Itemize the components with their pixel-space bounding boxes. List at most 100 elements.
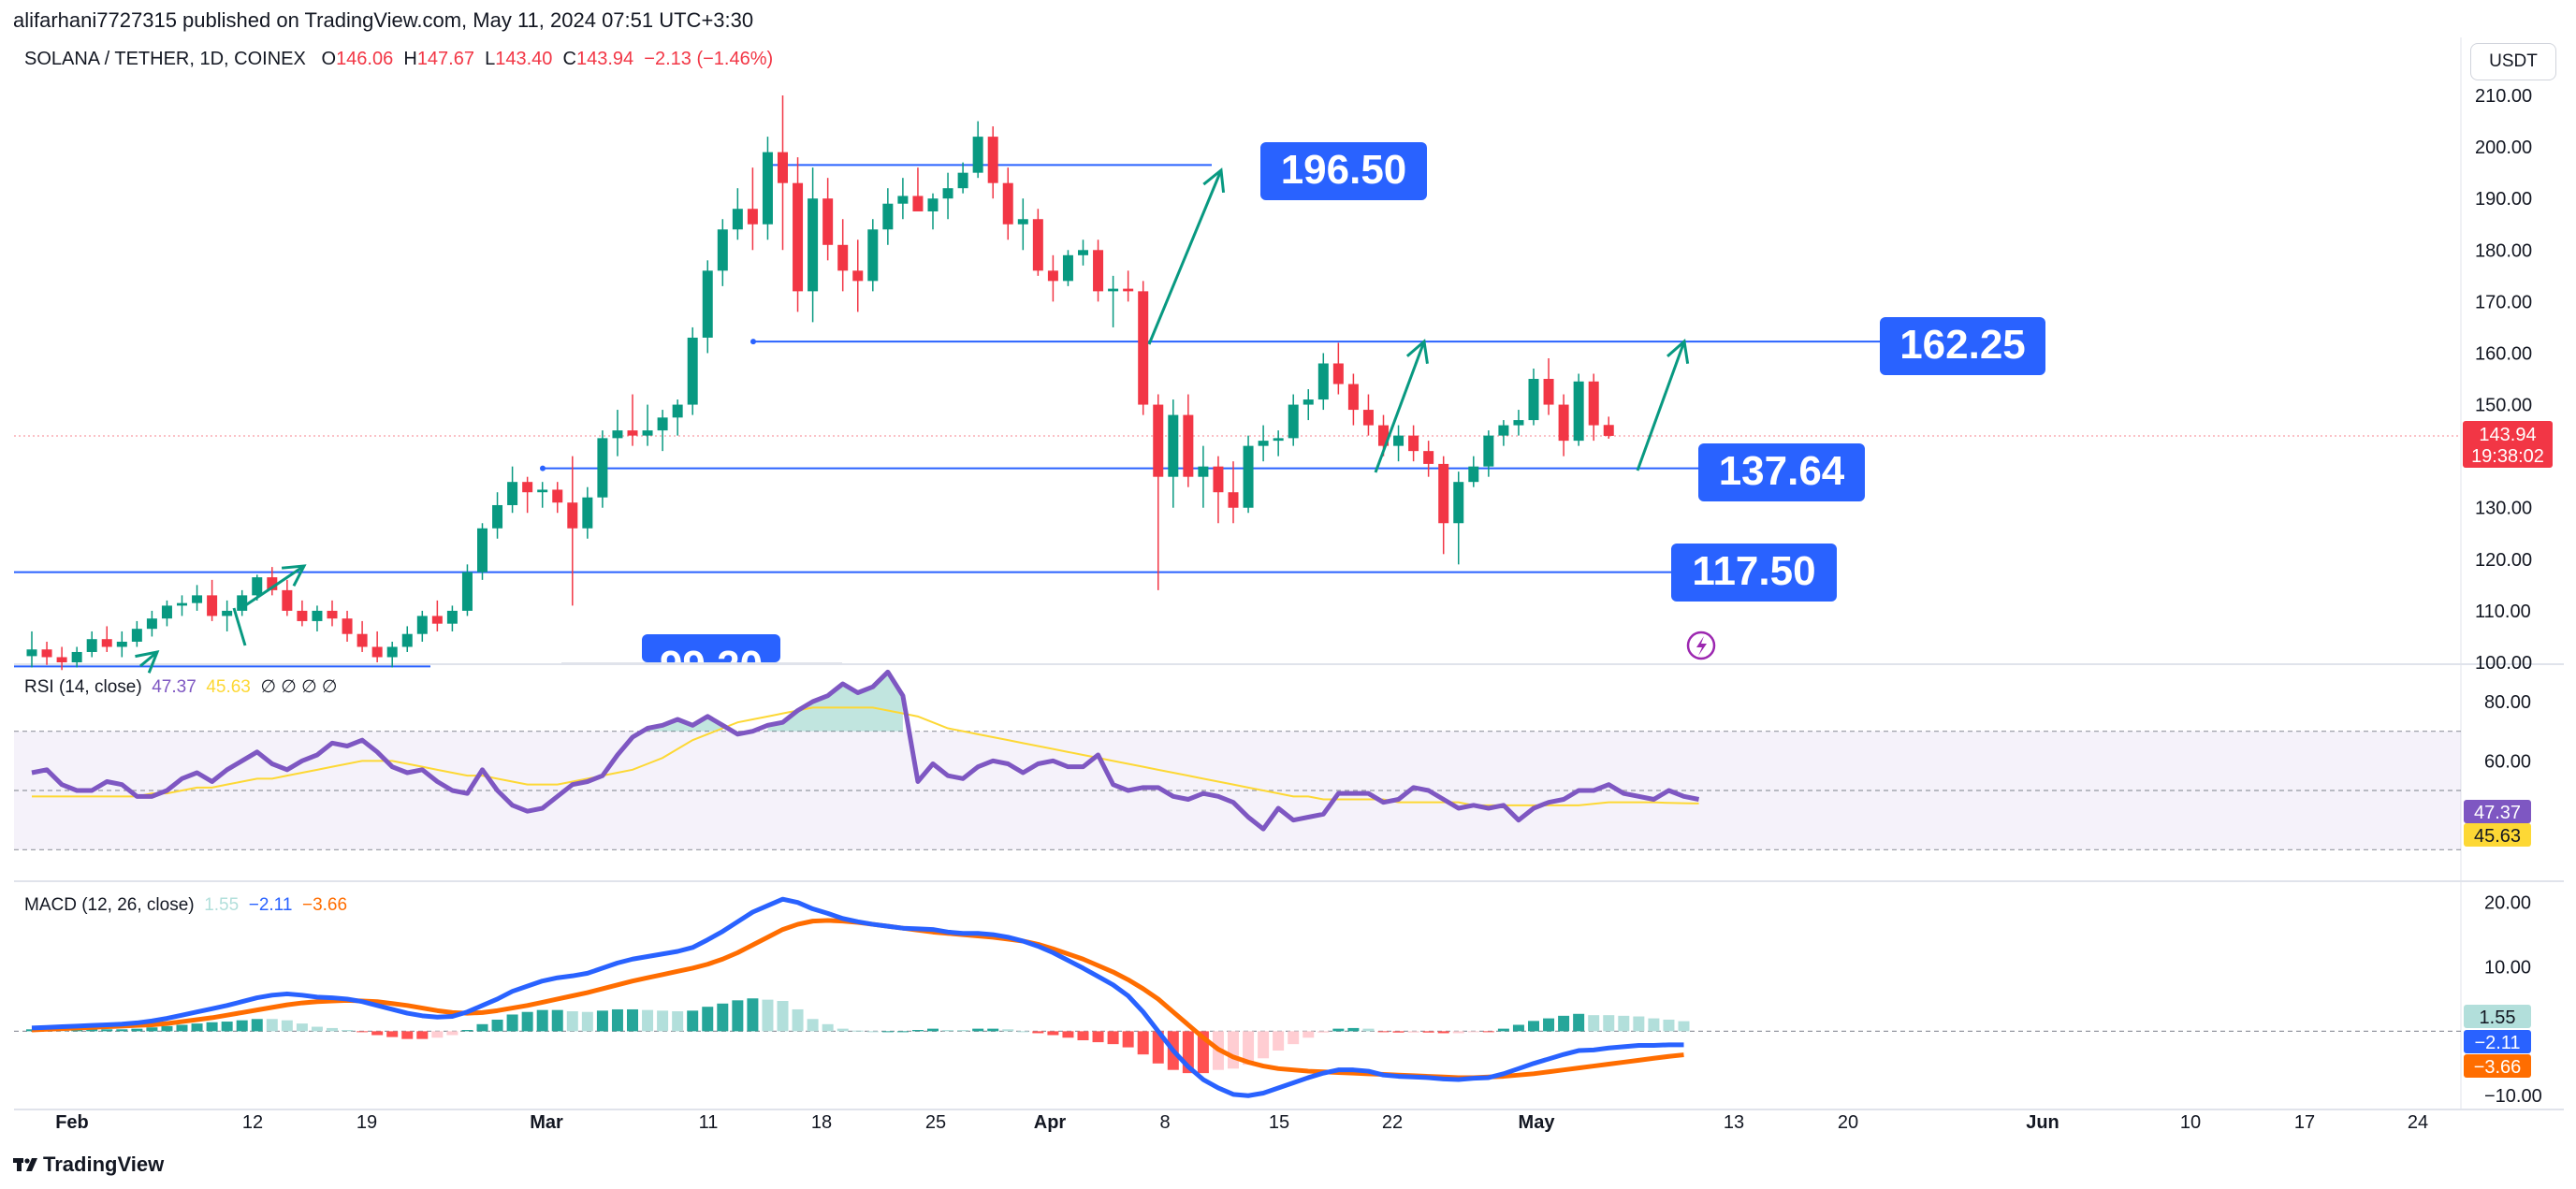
macd-histogram-bar (266, 1019, 278, 1032)
level-label-text: 196.50 (1281, 147, 1407, 193)
rsi-value-badge (2464, 800, 2531, 823)
candle-body (657, 417, 668, 431)
level-anchor (750, 339, 756, 345)
macd-histogram-bar (807, 1019, 819, 1032)
macd-value-badge (2464, 1054, 2531, 1078)
candle-body (1558, 404, 1569, 442)
rsi-ma-line (32, 706, 1699, 806)
macd-histogram-bar (762, 999, 774, 1032)
candle-body (161, 605, 172, 619)
macd-histogram-bar (296, 1023, 308, 1032)
macd-histogram-bar (446, 1031, 458, 1036)
candle-body (567, 502, 578, 529)
price-tick-label: 210.00 (2475, 86, 2532, 107)
price-tick-label: 200.00 (2475, 138, 2532, 158)
candle-body (778, 152, 788, 183)
level-anchor (540, 465, 546, 471)
macd-histogram-bar (357, 1031, 369, 1033)
macd-histogram-bar (1317, 1031, 1330, 1033)
macd-histogram-bar (1573, 1013, 1585, 1032)
candle-body (252, 577, 263, 596)
candle-body (1123, 288, 1134, 292)
macd-histogram-bar (1482, 1031, 1494, 1033)
candle-body (371, 646, 383, 658)
macd-histogram-bar (236, 1020, 248, 1032)
candle-body (41, 649, 52, 658)
macd-histogram-bar (1288, 1031, 1300, 1045)
rsi-overbought-fill (767, 672, 903, 732)
candle-body (597, 438, 608, 498)
candle-body (297, 610, 308, 621)
macd-histogram-bar (642, 1009, 654, 1032)
macd-line-value: −2.11 (248, 895, 293, 915)
macd-histogram-bar (506, 1014, 518, 1032)
trend-arrow-head (1666, 339, 1690, 364)
macd-histogram-bar (702, 1007, 714, 1032)
candle-body (672, 404, 683, 418)
macd-histogram-bar (327, 1027, 338, 1032)
macd-histogram-bar (927, 1028, 939, 1032)
candle-body (687, 337, 698, 405)
candle-body (446, 610, 458, 624)
candle-body (1183, 414, 1194, 477)
candle-body (732, 209, 743, 230)
candle-body (927, 198, 939, 211)
currency-button[interactable]: USDT (2470, 43, 2556, 80)
macd-histogram-bar (311, 1026, 323, 1032)
candle-body (1483, 435, 1494, 467)
macd-histogram-bar (1122, 1031, 1134, 1048)
candle-body (1453, 482, 1464, 524)
candle-body (416, 616, 428, 634)
trend-arrow-head (281, 564, 307, 587)
candle-body (897, 196, 909, 204)
macd-title: MACD (12, 26, close) (24, 895, 195, 915)
macd-histogram-bar (1558, 1015, 1570, 1032)
candle-body (477, 528, 488, 573)
chart-canvas[interactable]: 100.00110.00120.00130.00140.00150.00160.… (0, 0, 2576, 1141)
tradingview-brand[interactable]: TradingView (13, 1153, 164, 1177)
macd-histogram-bar (957, 1029, 969, 1032)
candle-body (822, 198, 834, 245)
price-tick-label: 160.00 (2475, 343, 2532, 364)
candle-body (808, 198, 819, 292)
high-value: 147.67 (416, 49, 474, 69)
price-tick-label: 110.00 (2475, 602, 2531, 622)
candle-body (1198, 466, 1209, 477)
macd-histogram-bar (687, 1010, 699, 1032)
macd-histogram-bar (942, 1029, 954, 1032)
time-tick-label: Mar (530, 1112, 563, 1133)
macd-value-badge (2464, 1005, 2531, 1028)
macd-histogram-bar (1437, 1031, 1449, 1034)
price-tick-label: 170.00 (2475, 292, 2532, 312)
macd-histogram-bar (1467, 1031, 1479, 1033)
candle-body (1258, 441, 1269, 446)
last-price-label: 143.94 (2479, 425, 2536, 445)
macd-histogram-bar (911, 1029, 924, 1032)
candle-body (1228, 492, 1239, 508)
macd-histogram-bar (1588, 1015, 1600, 1032)
trend-arrow (1636, 341, 1686, 471)
macd-histogram-bar (521, 1011, 533, 1032)
candle-body (537, 489, 548, 493)
macd-tick-label: −10.00 (2484, 1086, 2542, 1107)
macd-histogram-bar (1137, 1031, 1149, 1055)
macd-histogram-bar (1062, 1031, 1074, 1038)
macd-histogram-bar (1273, 1031, 1285, 1051)
candle-body (386, 646, 398, 658)
macd-histogram-bar (1603, 1015, 1615, 1032)
macd-histogram-bar (1107, 1031, 1119, 1045)
macd-histogram-bar (131, 1028, 143, 1032)
candle-body (1408, 435, 1419, 452)
grid (14, 37, 2564, 1110)
candle-body (1393, 435, 1404, 446)
time-tick-label: 18 (811, 1112, 832, 1133)
rsi-title: RSI (14, close) (24, 677, 142, 697)
candle-body (237, 595, 248, 611)
candle-body (177, 602, 187, 606)
rsi-legend: RSI (14, close) 47.37 45.63 ∅ ∅ ∅ ∅ (24, 676, 337, 698)
macd-signal-value: −3.66 (301, 895, 348, 915)
trend-arrow-head (135, 649, 160, 674)
rsi-value: 47.37 (152, 677, 196, 697)
time-tick-label: 24 (2408, 1112, 2428, 1133)
level-label-text: 99.20 (660, 643, 763, 689)
